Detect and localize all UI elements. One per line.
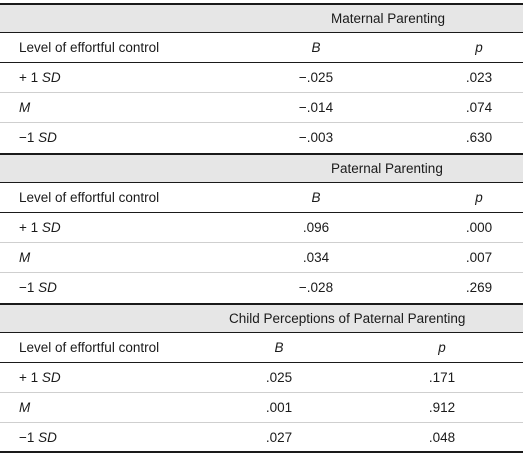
b-value: −.014: [298, 100, 334, 115]
level-symbol: SD: [38, 130, 57, 145]
section-title: Maternal Parenting: [331, 11, 446, 26]
table-row: M .001 .912: [0, 393, 523, 423]
b-value: −.003: [298, 130, 334, 145]
table-row: −1 SD −.028 .269: [0, 273, 523, 303]
table-row: + 1 SD .025 .171: [0, 363, 523, 393]
table-row: + 1 SD −.025 .023: [0, 63, 523, 93]
level-symbol: SD: [41, 370, 61, 385]
level-symbol: SD: [38, 280, 57, 295]
column-header-row: Level of effortful control B p: [0, 333, 523, 363]
level-symbol: SD: [41, 220, 61, 235]
column-header-b: B: [311, 190, 321, 205]
b-value: .027: [265, 430, 293, 445]
level-cell: M: [19, 100, 30, 115]
p-value: .269: [465, 280, 493, 295]
section-header-paternal: Paternal Parenting: [0, 153, 523, 183]
level-prefix: −1: [19, 280, 39, 295]
level-cell: + 1 SD: [19, 70, 61, 85]
level-cell: −1 SD: [19, 430, 57, 445]
level-prefix: + 1: [19, 370, 42, 385]
b-value: .001: [265, 400, 293, 415]
b-value: .034: [302, 250, 330, 265]
b-value: −.025: [298, 70, 334, 85]
level-prefix: + 1: [19, 70, 42, 85]
p-value: .912: [428, 400, 456, 415]
level-symbol: M: [19, 250, 31, 265]
level-prefix: + 1: [19, 220, 42, 235]
column-header-level: Level of effortful control: [19, 190, 160, 205]
p-value: .000: [465, 220, 493, 235]
p-value: .007: [465, 250, 493, 265]
table-row: −1 SD .027 .048: [0, 423, 523, 453]
table-row: −1 SD −.003 .630: [0, 123, 523, 153]
column-header-p: p: [475, 190, 483, 205]
b-value: .096: [302, 220, 330, 235]
level-cell: −1 SD: [19, 130, 57, 145]
level-cell: M: [19, 250, 30, 265]
p-value: .171: [428, 370, 456, 385]
level-cell: M: [19, 400, 30, 415]
level-cell: + 1 SD: [19, 370, 61, 385]
level-prefix: −1: [19, 130, 39, 145]
p-value: .630: [465, 130, 493, 145]
column-header-level: Level of effortful control: [19, 340, 160, 355]
level-symbol: M: [19, 100, 31, 115]
level-cell: −1 SD: [19, 280, 57, 295]
p-value: .023: [465, 70, 493, 85]
table-row: + 1 SD .096 .000: [0, 213, 523, 243]
level-symbol: SD: [38, 430, 57, 445]
section-title: Child Perceptions of Paternal Parenting: [229, 311, 466, 326]
column-header-row: Level of effortful control B p: [0, 183, 523, 213]
table-row: M .034 .007: [0, 243, 523, 273]
p-value: .074: [465, 100, 493, 115]
level-prefix: −1: [19, 430, 39, 445]
column-header-row: Level of effortful control B p: [0, 33, 523, 63]
level-cell: + 1 SD: [19, 220, 61, 235]
column-header-b: B: [311, 40, 321, 55]
level-symbol: SD: [41, 70, 61, 85]
section-header-child-perceptions: Child Perceptions of Paternal Parenting: [0, 303, 523, 333]
section-title: Paternal Parenting: [331, 161, 443, 176]
section-header-maternal: Maternal Parenting: [0, 3, 523, 33]
p-value: .048: [428, 430, 456, 445]
b-value: −.028: [298, 280, 334, 295]
table-row: M −.014 .074: [0, 93, 523, 123]
column-header-p: p: [475, 40, 483, 55]
column-header-p: p: [438, 340, 446, 355]
b-value: .025: [265, 370, 293, 385]
column-header-level: Level of effortful control: [19, 40, 160, 55]
column-header-b: B: [274, 340, 284, 355]
level-symbol: M: [19, 400, 31, 415]
